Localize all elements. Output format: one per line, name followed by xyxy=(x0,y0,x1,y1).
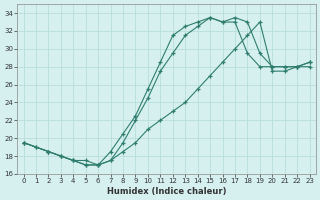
X-axis label: Humidex (Indice chaleur): Humidex (Indice chaleur) xyxy=(107,187,226,196)
